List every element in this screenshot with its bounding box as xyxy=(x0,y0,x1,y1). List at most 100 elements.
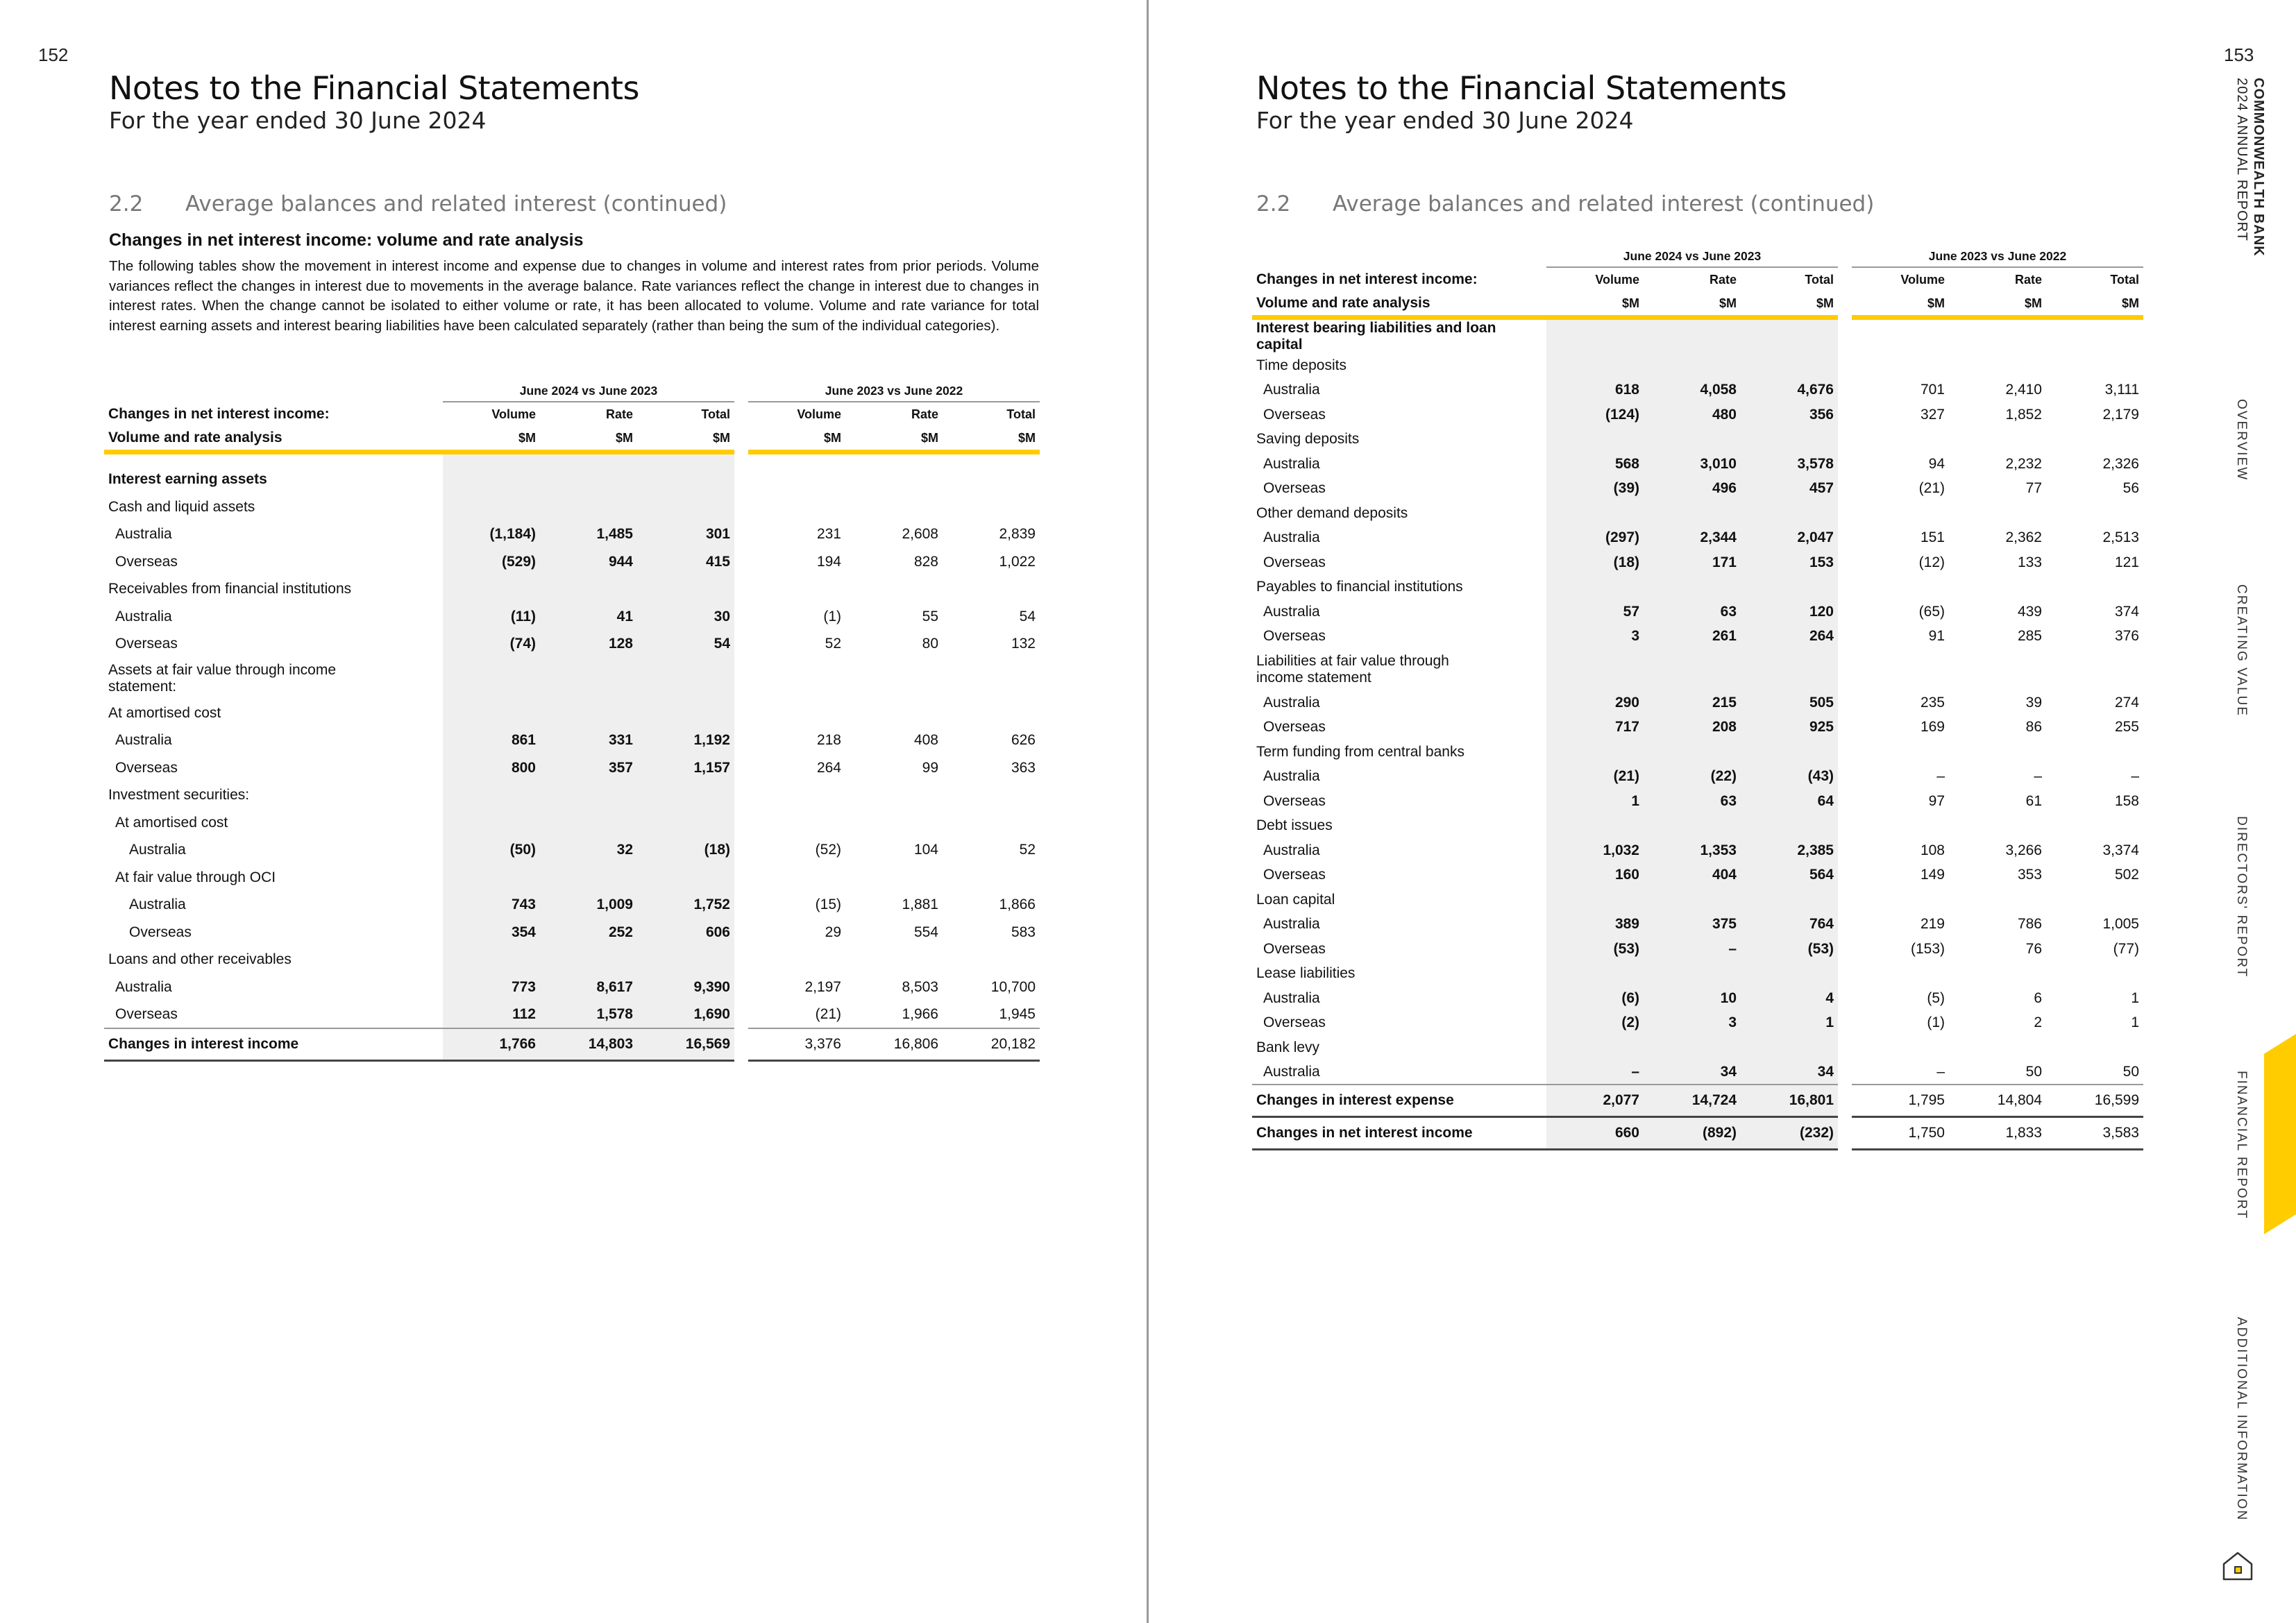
cell-value: 505 xyxy=(1741,690,1838,715)
cell-value: 3 xyxy=(1644,1010,1741,1035)
cell-value: 2,344 xyxy=(1644,525,1741,550)
cell-value: 415 xyxy=(637,548,734,576)
cell-empty xyxy=(1546,649,1644,690)
table-row: Payables to financial institutions xyxy=(1252,575,2143,600)
row-label: At amortised cost xyxy=(108,704,221,721)
cell-value: 121 xyxy=(2114,554,2139,570)
row-label: Bank levy xyxy=(1256,1039,1320,1055)
cell-value: 354 xyxy=(443,919,540,946)
cell-value: 160 xyxy=(1546,863,1644,887)
column-gap xyxy=(1838,353,1852,378)
nav-overview[interactable]: OVERVIEW xyxy=(2234,399,2249,482)
column-gap xyxy=(734,1028,748,1061)
cell-value: 50 xyxy=(2025,1063,2042,1080)
spacer-cell xyxy=(734,452,748,466)
row-label: Australia xyxy=(1263,916,1320,933)
cell-empty xyxy=(1741,320,1838,353)
column-gap xyxy=(1838,526,1852,551)
cell-value: 1,966 xyxy=(902,1005,938,1022)
cell-value: (43) xyxy=(1741,764,1838,789)
cell-empty xyxy=(1546,427,1644,452)
cell-value: 108 xyxy=(1920,842,1945,858)
table-row: Investment securities: xyxy=(104,781,1040,810)
cell-empty xyxy=(1741,813,1838,838)
cell-value: (21) xyxy=(1546,764,1644,789)
cell-value: 861 xyxy=(443,726,540,754)
column-unit: $M xyxy=(1644,291,1741,320)
row-label: Other demand deposits xyxy=(1256,504,1408,521)
cell-empty xyxy=(1852,887,1949,912)
cell-value: 389 xyxy=(1546,912,1644,937)
nav-additional-information[interactable]: ADDITIONAL INFORMATION xyxy=(2234,1317,2249,1522)
column-gap xyxy=(1838,378,1852,403)
column-gap xyxy=(1838,1060,1852,1085)
column-header: Total xyxy=(2110,272,2139,287)
cell-empty xyxy=(1852,501,1949,526)
column-header: Rate xyxy=(911,407,938,421)
cell-value: 56 xyxy=(2122,480,2139,497)
cell-empty xyxy=(2046,649,2143,690)
page-title: Notes to the Financial Statements xyxy=(1256,69,1787,107)
cell-empty xyxy=(540,946,637,974)
spacer-cell xyxy=(1546,317,1644,320)
cell-empty xyxy=(1949,740,2046,765)
cell-value: 120 xyxy=(1741,600,1838,624)
nav-directors-report[interactable]: DIRECTORS' REPORT xyxy=(2234,816,2249,978)
row-label: Interest earning assets xyxy=(108,471,267,488)
row-label: Assets at fair value through income stat… xyxy=(108,662,337,695)
row-label: Overseas xyxy=(1263,1014,1326,1031)
cell-value: 2,179 xyxy=(2102,406,2139,423)
cell-value: 1 xyxy=(1741,1010,1838,1035)
cell-empty xyxy=(845,699,943,727)
cell-empty xyxy=(845,864,943,892)
cell-value: 91 xyxy=(1928,628,1945,645)
row-label: Overseas xyxy=(129,924,192,940)
column-header: Rate xyxy=(1709,272,1737,287)
table-row: Interest bearing liabilities and loan ca… xyxy=(1252,320,2143,353)
cell-value: 356 xyxy=(1741,402,1838,427)
home-button[interactable] xyxy=(2221,1549,2254,1582)
cell-value: (1) xyxy=(1927,1014,1945,1031)
row-label: Australia xyxy=(1263,842,1320,858)
cell-value: 301 xyxy=(637,520,734,548)
cell-value: 3,583 xyxy=(2046,1116,2143,1150)
cell-empty xyxy=(2046,353,2143,378)
nav-creating-value[interactable]: CREATING VALUE xyxy=(2234,584,2249,717)
cell-value: 363 xyxy=(1011,759,1036,776)
cell-empty xyxy=(1949,649,2046,690)
column-gap xyxy=(1838,501,1852,526)
cell-empty xyxy=(1546,575,1644,600)
cell-empty xyxy=(845,782,943,810)
cell-empty xyxy=(748,809,845,837)
row-label: Time deposits xyxy=(1256,357,1347,373)
row-label: Saving deposits xyxy=(1256,431,1360,448)
cell-value: 2,362 xyxy=(2005,529,2042,546)
cell-value: (50) xyxy=(443,836,540,864)
table-row: Australia 57 63 120 (65) 439 374 xyxy=(1252,600,2143,624)
cell-value: 404 xyxy=(1644,863,1741,887)
cell-value: 16,801 xyxy=(1741,1084,1838,1118)
cell-empty xyxy=(1644,575,1741,600)
table-row: Saving deposits xyxy=(1252,427,2143,452)
column-gap xyxy=(1838,267,1852,291)
row-label: Australia xyxy=(1263,529,1320,546)
cell-empty xyxy=(943,782,1040,810)
column-gap xyxy=(734,727,748,755)
volume-rate-table-income: June 2024 vs June 2023 June 2023 vs June … xyxy=(104,380,1040,1062)
cell-value: 1 xyxy=(2131,989,2139,1006)
cell-empty xyxy=(1644,320,1741,353)
cell-empty xyxy=(1546,320,1644,353)
cell-empty xyxy=(1741,353,1838,378)
cell-value: 606 xyxy=(637,919,734,946)
table-row: Australia 1,032 1,353 2,385 108 3,266 3,374 xyxy=(1252,838,2143,863)
total-row: Changes in net interest income 660 (892) (2… xyxy=(1252,1116,2143,1150)
cell-value: 1,157 xyxy=(637,754,734,782)
row-label: Changes in interest income xyxy=(104,1028,443,1062)
cell-value: (232) xyxy=(1741,1116,1838,1150)
row-label: Interest bearing liabilities and loan ca… xyxy=(1256,320,1496,352)
nav-financial-report[interactable]: FINANCIAL REPORT xyxy=(2234,1071,2249,1220)
row-label: Overseas xyxy=(1263,480,1326,497)
row-label: Lease liabilities xyxy=(1256,965,1356,982)
cell-value: 2,839 xyxy=(999,526,1036,543)
cell-empty xyxy=(1644,501,1741,526)
